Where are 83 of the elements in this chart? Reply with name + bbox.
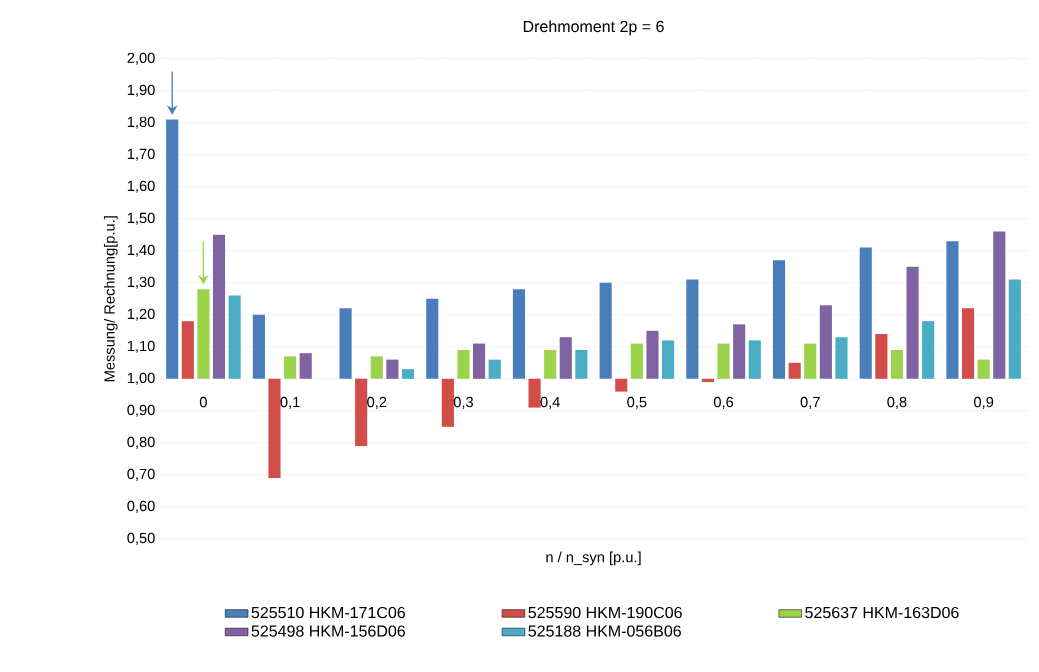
- bar: [835, 337, 848, 379]
- y-tick-label: 1,00: [127, 372, 155, 385]
- bar: [299, 353, 312, 379]
- x-tick-label: 0,5: [627, 396, 647, 409]
- bar: [212, 234, 226, 379]
- bar: [646, 330, 659, 379]
- bar: [268, 378, 281, 478]
- bar: [890, 349, 904, 379]
- bar: [544, 349, 557, 379]
- bar: [977, 359, 990, 379]
- x-tick-label: 0,2: [367, 396, 387, 409]
- bar: [441, 378, 454, 427]
- bar: [401, 369, 415, 379]
- bar: [922, 321, 935, 379]
- bar: [166, 119, 179, 379]
- x-tick-label: 0: [199, 396, 207, 408]
- bar: [284, 356, 297, 379]
- x-tick-label: 0,4: [540, 396, 560, 409]
- bar: [819, 305, 832, 379]
- legend-label: 525188 HKM-056B06: [528, 625, 681, 637]
- legend-label: 525510 HKM-171C06: [251, 606, 406, 619]
- bar: [370, 356, 383, 379]
- bar: [788, 362, 801, 379]
- bar: [426, 298, 439, 379]
- bar: [457, 349, 470, 379]
- bar: [772, 260, 786, 379]
- bar: [559, 337, 572, 379]
- bar: [630, 343, 643, 379]
- bar: [355, 378, 368, 446]
- x-tick-label: 0,6: [713, 396, 734, 409]
- bar: [512, 289, 526, 379]
- bar: [733, 324, 746, 379]
- bar: [993, 231, 1006, 379]
- bar: [252, 314, 265, 379]
- y-tick-label: 1,90: [127, 84, 155, 97]
- x-tick-label: 0,9: [974, 396, 994, 409]
- y-tick-label: 1,50: [127, 212, 155, 225]
- legend-label: 525498 HKM-156D06: [251, 625, 406, 637]
- y-tick-label: 1,30: [127, 276, 155, 289]
- bar: [875, 333, 888, 379]
- x-axis-title: n / n_syn [p.u.]: [546, 551, 641, 566]
- y-tick-label: 1,80: [127, 116, 155, 129]
- y-tick-label: 1,40: [127, 244, 155, 257]
- bar: [701, 378, 715, 382]
- bar: [386, 359, 399, 379]
- bar: [906, 266, 919, 379]
- bar: [473, 343, 486, 379]
- y-tick-label: 2,00: [127, 52, 155, 65]
- bar: [961, 308, 975, 379]
- y-tick-label: 0,80: [127, 436, 155, 449]
- y-tick-label: 1,20: [127, 308, 155, 321]
- bar: [1008, 279, 1021, 379]
- bar: [748, 340, 761, 379]
- y-tick-label: 0,50: [127, 532, 155, 545]
- chart-title: Drehmoment 2p = 6: [523, 20, 664, 36]
- x-tick-label: 0,3: [453, 396, 474, 409]
- bar: [339, 308, 352, 379]
- x-tick-label: 0,8: [887, 396, 907, 409]
- x-tick-label: 0,7: [800, 396, 820, 409]
- y-tick-label: 1,10: [127, 340, 155, 353]
- bar: [686, 279, 699, 379]
- bar: [946, 241, 959, 379]
- legend-label: 525590 HKM-190C06: [528, 606, 682, 619]
- y-tick-label: 0,90: [127, 404, 155, 417]
- bar: [228, 295, 241, 379]
- y-tick-label: 1,60: [127, 180, 155, 193]
- y-tick-label: 0,60: [127, 500, 155, 513]
- bar: [575, 349, 588, 379]
- bar: [599, 282, 612, 379]
- bar: [859, 247, 872, 379]
- legend-label: 525637 HKM-163D06: [805, 606, 959, 619]
- bar: [488, 359, 501, 379]
- bar: [181, 321, 194, 379]
- bar: [804, 343, 817, 379]
- bar: [197, 289, 210, 379]
- bar: [662, 340, 675, 379]
- y-tick-label: 1,70: [127, 148, 155, 161]
- y-axis-title: Messung/ Rechnung[p.u.]: [103, 216, 118, 382]
- x-tick-label: 0,1: [280, 396, 300, 409]
- bar: [528, 378, 541, 408]
- bar: [717, 343, 730, 379]
- y-tick-label: 0,70: [127, 468, 155, 481]
- bar: [615, 378, 628, 392]
